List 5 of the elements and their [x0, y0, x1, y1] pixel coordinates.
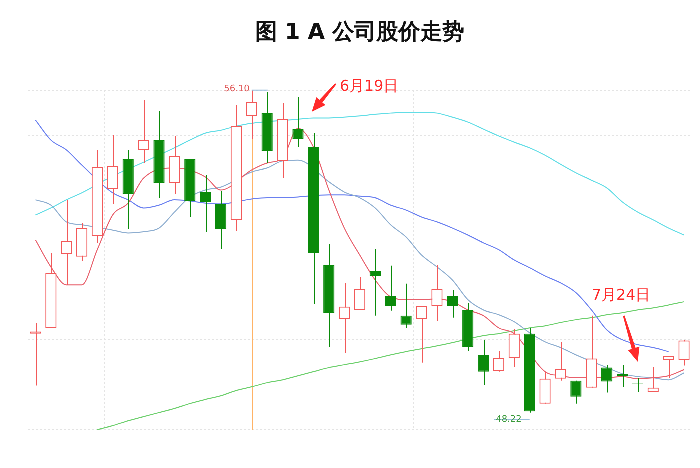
annotation: 6月19日 — [340, 76, 399, 95]
annotation: 7月24日 — [592, 286, 651, 304]
chart-title: 图 1 A 公司股价走势 — [255, 20, 465, 45]
text: 48.22 — [496, 415, 522, 426]
annotation: 56.10 — [224, 84, 250, 95]
